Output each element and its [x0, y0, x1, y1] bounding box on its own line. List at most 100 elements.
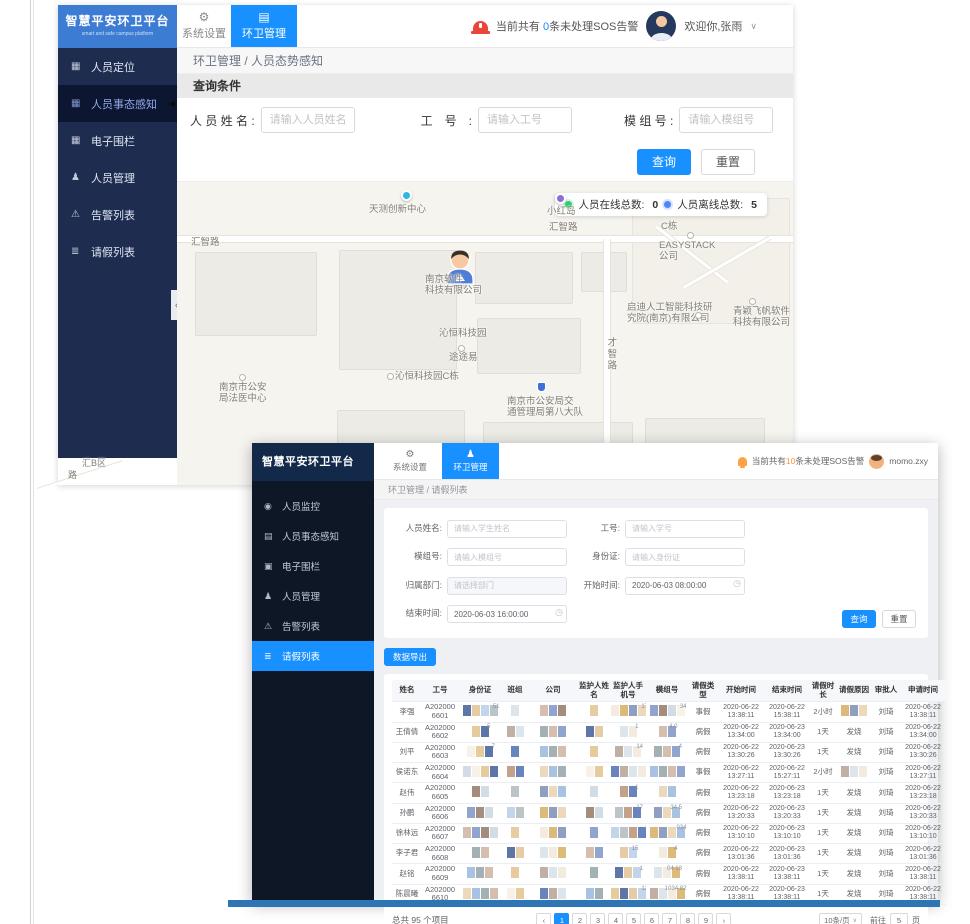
censored-cell: 5 [471, 724, 491, 737]
goto-page-input[interactable] [890, 912, 908, 924]
map-label: 南京市公安局交 通管理局第八大队 [507, 396, 584, 419]
mosaic-block [480, 705, 489, 717]
field-input-wrap: ◷ [625, 575, 745, 595]
mosaic-block [471, 826, 480, 838]
w1-sidebar-item-告警列表[interactable]: ⚠ 告警列表 [58, 196, 177, 233]
cell-id-card [458, 884, 502, 905]
prev-page-button[interactable]: ‹ [536, 912, 552, 924]
w1-sidebar-item-人员事态感知[interactable]: ▦ 人员事态感知 ◀ [58, 85, 177, 122]
page-button-7[interactable]: 7 [662, 912, 678, 924]
w1-sidebar-item-电子围栏[interactable]: ▦ 电子围栏 [58, 122, 177, 159]
field-input-0[interactable] [447, 519, 567, 538]
mosaic-block [515, 847, 524, 859]
mosaic-block [540, 806, 548, 818]
gear-icon: ⚙ [198, 10, 210, 24]
datetime-value: 2020-06-22 15:27:11 [765, 765, 809, 781]
w2-sidebar-item-人员事态感知[interactable]: ▤ 人员事态感知 [252, 521, 374, 551]
export-data-button[interactable]: 数据导出 [384, 648, 437, 666]
reset-button[interactable]: 重置 [882, 610, 916, 628]
datetime-line: 13:34:00 [773, 732, 801, 740]
cell-guardian-phone: 17 [610, 803, 646, 824]
map-dot-marker [458, 345, 465, 352]
w2-form-field: 身份证: [574, 547, 752, 566]
search-button[interactable]: 查询 [637, 148, 691, 175]
w1-query-field: 人 员 姓 名 : [190, 107, 355, 133]
censored-cell [506, 725, 524, 737]
page-button-3[interactable]: 3 [590, 912, 606, 924]
w1-sidebar-item-label: 人员事态感知 [91, 98, 157, 111]
page-button-2[interactable]: 2 [572, 912, 588, 924]
field-input-0[interactable] [260, 107, 355, 133]
page-button-8[interactable]: 8 [680, 912, 696, 924]
user-avatar[interactable] [646, 11, 677, 41]
field-input-2[interactable] [679, 107, 774, 133]
column-header-请假原因: 请假原因 [836, 680, 872, 703]
w1-tab-环卫管理[interactable]: ▤ 环卫管理 [231, 5, 297, 47]
page-button-9[interactable]: 9 [698, 912, 714, 924]
w2-tab-系统设置[interactable]: ⚙ 系统设置 [386, 443, 434, 479]
field-input-1[interactable] [625, 519, 745, 538]
welcome-text[interactable]: 欢迎你,张雨 [684, 21, 743, 33]
mosaic-block [654, 745, 662, 757]
cell-guardian-phone: 14 [610, 742, 646, 764]
page-button-6[interactable]: 6 [644, 912, 660, 924]
mosaic-block [663, 806, 671, 818]
cell-name: 刘平 [392, 742, 422, 764]
w1-sidebar-item-请假列表[interactable]: ≣ 请假列表 [58, 233, 177, 270]
collapse-arrow-icon[interactable]: ◀ [168, 99, 175, 108]
mosaic-block [658, 725, 667, 737]
mosaic-block [594, 725, 603, 737]
map-building [477, 318, 581, 374]
censored-cell: 17 [611, 704, 646, 717]
online-dot-icon [565, 201, 573, 208]
field-input-1[interactable] [478, 107, 573, 133]
frame-line-left [30, 0, 31, 924]
map-poi-shield-marker [537, 382, 546, 392]
page-button-5[interactable]: 5 [626, 912, 642, 924]
page-size-select[interactable]: 10条/页 ∨ [819, 912, 862, 924]
map-view[interactable]: 人员在线总数: 0 人员离线总数: 5 天测创新中心 小红岛 汇智路 汇智路 南京软件 … [177, 182, 793, 485]
w2-sidebar-item-请假列表[interactable]: ≣ 请假列表 [252, 641, 374, 671]
mosaic-block [638, 705, 646, 717]
goto-prefix: 前往 [870, 915, 886, 924]
w1-sidebar-item-label: 人员定位 [91, 61, 135, 74]
w2-sidebar-item-电子围栏[interactable]: ▣ 电子围栏 [252, 551, 374, 581]
worker-map-marker[interactable] [439, 248, 481, 293]
sidebar-collapse-handle[interactable]: ‹ [171, 290, 182, 320]
search-button[interactable]: 查询 [842, 610, 876, 628]
chevron-down-icon[interactable]: ∨ [750, 20, 757, 31]
cell-reason: 发烧 [836, 722, 872, 743]
page-button-4[interactable]: 4 [608, 912, 624, 924]
w2-sidebar-item-人员监控[interactable]: ◉ 人员监控 [252, 491, 374, 521]
cell-module-no: 34 [646, 701, 688, 723]
w1-sidebar-item-人员管理[interactable]: ♟ 人员管理 [58, 159, 177, 196]
username[interactable]: momo.zxy [889, 456, 928, 466]
next-page-button[interactable]: › [716, 912, 732, 924]
w2-sidebar-item-告警列表[interactable]: ⚠ 告警列表 [252, 611, 374, 641]
cell-guardian-phone: 1 [610, 722, 646, 743]
page-button-1[interactable]: 1 [554, 912, 570, 924]
field-input-2[interactable] [447, 548, 567, 566]
cell-apply-time: 2020-06-22 13:20:33 [900, 803, 946, 824]
cell-approver: 刘琦 [872, 762, 900, 784]
mosaic-block [676, 826, 685, 838]
w2-tab-环卫管理[interactable]: ♟ 环卫管理 [442, 443, 499, 479]
reset-button[interactable]: 重置 [701, 148, 755, 175]
censored-cell [511, 745, 519, 757]
w2-sidebar-item-人员管理[interactable]: ♟ 人员管理 [252, 581, 374, 611]
mosaic-block [558, 806, 566, 818]
field-input-6[interactable] [447, 605, 567, 623]
mosaic-block [620, 826, 628, 838]
w1-sidebar-item-人员定位[interactable]: ▦ 人员定位 [58, 48, 177, 85]
w1-tab-系统设置[interactable]: ⚙ 系统设置 [177, 5, 231, 47]
partial-text: 12 [641, 886, 646, 893]
datetime-value: 2020-06-22 13:27:11 [719, 765, 763, 781]
field-input-5[interactable] [625, 576, 745, 595]
field-input-3[interactable] [625, 548, 745, 566]
user-avatar[interactable] [869, 453, 885, 469]
cell-approver: 刘琦 [872, 722, 900, 743]
datetime-value: 2020-06-22 13:38:11 [901, 886, 945, 902]
cell-module-no [646, 782, 688, 804]
censored-cell [540, 867, 566, 879]
field-input-4[interactable] [447, 576, 567, 595]
